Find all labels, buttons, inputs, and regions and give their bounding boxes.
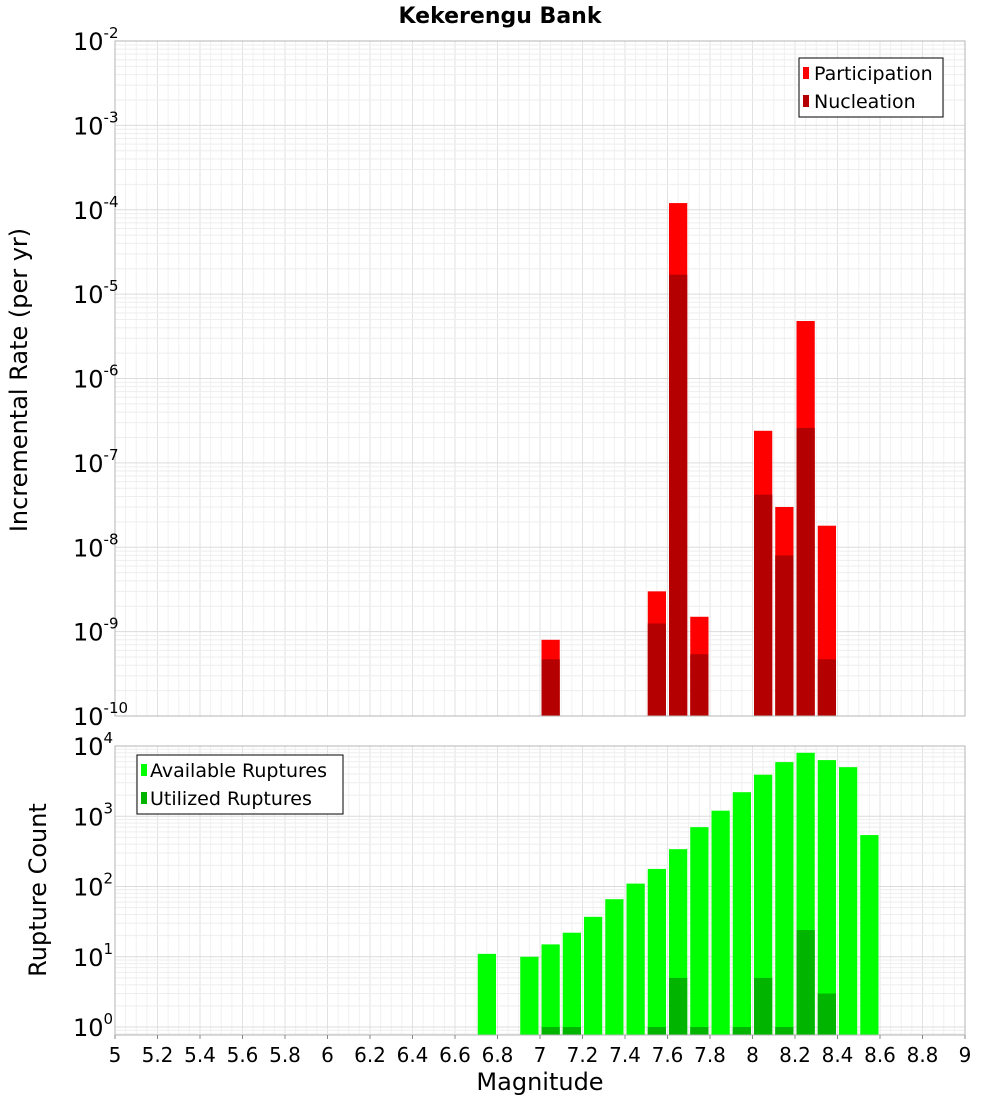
count-y-tick-label: 101 xyxy=(73,940,113,972)
chart-title: Kekerengu Bank xyxy=(399,4,603,29)
count-bar-available-ruptures xyxy=(711,810,730,1035)
count-legend: Available Ruptures Utilized Ruptures xyxy=(136,754,344,815)
x-tick-label: 8.2 xyxy=(779,1043,811,1067)
rate-y-tick-label: 10-3 xyxy=(73,108,119,140)
count-bar-available-ruptures xyxy=(647,868,666,1035)
rate-y-tick-label: 10-5 xyxy=(73,277,119,309)
participation-legend-label: Participation xyxy=(814,63,933,85)
x-tick-label: 8 xyxy=(746,1043,759,1067)
count-bars xyxy=(477,752,879,1035)
x-axis-title: Magnitude xyxy=(476,1068,603,1096)
rate-bar-nucleation xyxy=(775,555,794,716)
rate-bar-nucleation xyxy=(541,659,560,716)
count-bar-utilized-ruptures xyxy=(669,977,688,1035)
count-bar-utilized-ruptures xyxy=(754,977,773,1035)
x-tick-label: 7.2 xyxy=(567,1043,599,1067)
x-tick-label: 8.6 xyxy=(864,1043,896,1067)
rate-bar-nucleation xyxy=(754,494,773,716)
rate-y-tick-label: 10-8 xyxy=(73,530,119,562)
rate-y-axis-title: Incremental Rate (per yr) xyxy=(5,228,33,532)
rate-bar-nucleation xyxy=(796,427,815,716)
x-tick-label: 5.6 xyxy=(227,1043,259,1067)
x-tick-label: 9 xyxy=(959,1043,972,1067)
rate-y-tick-label: 10-7 xyxy=(73,446,119,478)
rate-y-tick-label: 10-6 xyxy=(73,362,119,394)
x-tick-label: 7.4 xyxy=(609,1043,641,1067)
rate-bars xyxy=(541,203,836,716)
count-bar-utilized-ruptures xyxy=(562,1027,581,1035)
nucleation-legend-swatch xyxy=(803,95,809,107)
count-y-tick-label: 102 xyxy=(73,870,113,902)
count-bar-available-ruptures xyxy=(605,899,624,1035)
count-y-ticks: 100 101 102 103 104 xyxy=(73,729,113,1042)
utilized-legend-swatch xyxy=(141,792,147,804)
x-tick-label: 6.4 xyxy=(397,1043,429,1067)
x-tick-label: 5.4 xyxy=(184,1043,216,1067)
count-bar-available-ruptures xyxy=(477,953,496,1035)
count-bar-available-ruptures xyxy=(562,932,581,1035)
utilized-legend-label: Utilized Ruptures xyxy=(150,788,312,810)
count-y-tick-label: 100 xyxy=(73,1010,113,1042)
count-bar-available-ruptures xyxy=(626,883,645,1035)
count-bar-available-ruptures xyxy=(817,760,836,1035)
count-bar-utilized-ruptures xyxy=(690,1027,709,1035)
x-tick-label: 6.2 xyxy=(354,1043,386,1067)
x-tick-label: 6.6 xyxy=(439,1043,471,1067)
x-tick-label: 6.8 xyxy=(482,1043,514,1067)
count-bar-available-ruptures xyxy=(690,827,709,1035)
x-tick-label: 5.2 xyxy=(142,1043,174,1067)
rate-grid xyxy=(114,41,966,717)
x-tick-label: 7 xyxy=(534,1043,547,1067)
rate-panel: 10-10 10-9 10-8 10-7 10-6 10-5 10-4 10-3 10-2 In… xyxy=(5,24,966,731)
count-panel: 100 101 102 103 104 5 5.2 5.4 5.6 5.8 6 6.2 6.4 6.6 6… xyxy=(24,729,971,1096)
rate-y-tick-label: 10-2 xyxy=(73,24,119,56)
x-tick-label: 8.8 xyxy=(907,1043,939,1067)
participation-legend-swatch xyxy=(803,67,809,79)
x-tick-label: 5.8 xyxy=(269,1043,301,1067)
count-bar-utilized-ruptures xyxy=(732,1027,751,1035)
x-tick-label: 8.4 xyxy=(822,1043,854,1067)
count-bar-available-ruptures xyxy=(732,792,751,1035)
magnitude-x-ticks: 5 5.2 5.4 5.6 5.8 6 6.2 6.4 6.6 6.8 7 7.2 7.4 7.6 7.8 8… xyxy=(109,1035,972,1067)
rate-y-tick-label: 10-4 xyxy=(73,193,119,225)
count-bar-available-ruptures xyxy=(541,944,560,1035)
rate-legend: Participation Nucleation xyxy=(798,57,944,118)
count-bar-available-ruptures xyxy=(775,762,794,1035)
x-tick-label: 5 xyxy=(109,1043,122,1067)
count-bar-available-ruptures xyxy=(860,835,879,1035)
count-legend-box xyxy=(136,754,344,815)
count-y-axis-title: Rupture Count xyxy=(24,803,52,977)
count-bar-utilized-ruptures xyxy=(647,1027,666,1035)
x-tick-label: 7.8 xyxy=(694,1043,726,1067)
count-bar-utilized-ruptures xyxy=(796,930,815,1035)
count-bar-utilized-ruptures xyxy=(541,1027,560,1035)
rate-bar-nucleation xyxy=(690,654,709,716)
count-bar-utilized-ruptures xyxy=(817,993,836,1035)
count-y-tick-label: 104 xyxy=(73,729,113,761)
count-bar-available-ruptures xyxy=(584,916,603,1035)
count-bar-available-ruptures xyxy=(839,767,858,1035)
rate-legend-box xyxy=(798,57,944,118)
x-tick-label: 6 xyxy=(321,1043,334,1067)
rate-y-ticks: 10-10 10-9 10-8 10-7 10-6 10-5 10-4 10-3 10-2 xyxy=(73,24,128,731)
count-bar-available-ruptures xyxy=(520,956,539,1035)
rate-plot-frame xyxy=(114,40,966,717)
rate-bar-nucleation xyxy=(817,659,836,716)
x-tick-label: 7.6 xyxy=(652,1043,684,1067)
count-bar-utilized-ruptures xyxy=(775,1027,794,1035)
available-legend-label: Available Ruptures xyxy=(150,760,327,782)
nucleation-legend-label: Nucleation xyxy=(814,91,916,113)
available-legend-swatch xyxy=(141,764,147,776)
rate-bar-nucleation xyxy=(647,623,666,716)
rate-y-tick-label: 10-10 xyxy=(73,699,128,731)
rate-y-tick-label: 10-9 xyxy=(73,615,119,647)
count-bar-available-ruptures xyxy=(754,774,773,1035)
count-y-tick-label: 103 xyxy=(73,799,113,831)
rate-bar-nucleation xyxy=(669,274,688,716)
